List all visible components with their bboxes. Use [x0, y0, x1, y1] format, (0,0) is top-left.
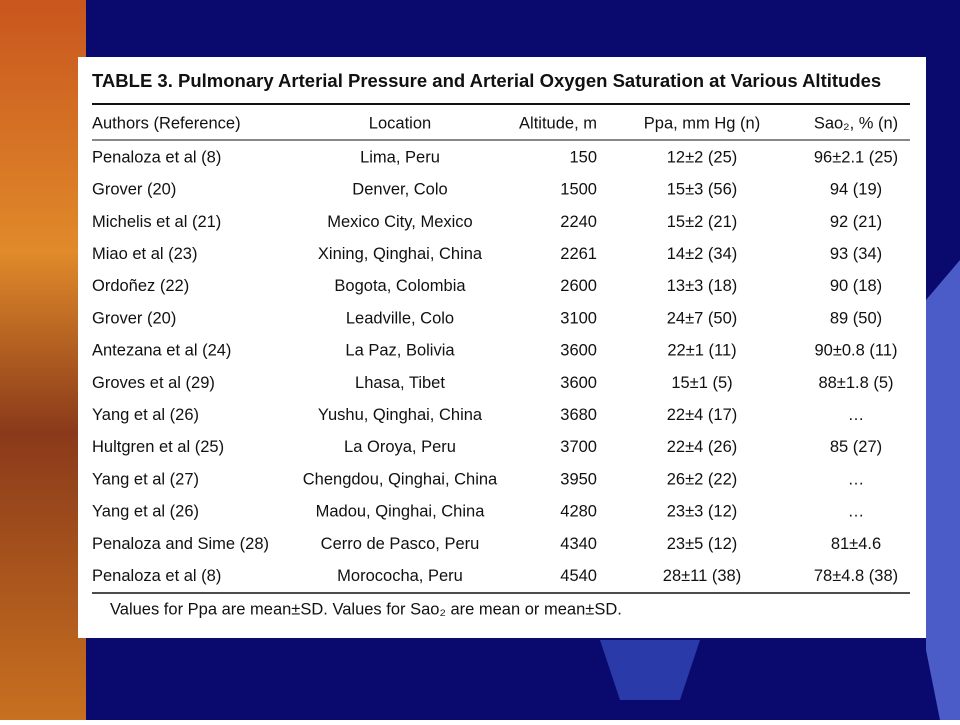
table-cell: Lima, Peru	[360, 148, 440, 166]
column-header: Authors (Reference)	[92, 114, 241, 132]
table-cell: Ordoñez (22)	[92, 277, 189, 295]
table-cell: Lhasa, Tibet	[355, 374, 445, 392]
table-cell: Grover (20)	[92, 309, 176, 327]
table-cell: Cerro de Pasco, Peru	[321, 535, 480, 553]
table-cell: 22±4 (26)	[667, 438, 738, 456]
table-cell: Yang et al (26)	[92, 503, 199, 521]
table-cell: Bogota, Colombia	[334, 277, 466, 295]
table-cell: Morococha, Peru	[337, 567, 463, 585]
table-title: TABLE 3. Pulmonary Arterial Pressure and…	[92, 70, 881, 91]
table-cell: 23±5 (12)	[667, 535, 738, 553]
table-cell: 23±3 (12)	[667, 503, 738, 521]
table-cell: 2240	[560, 213, 597, 231]
table-cell: 85 (27)	[830, 438, 882, 456]
table-cell: Denver, Colo	[352, 181, 447, 199]
footnote: Values for Ppa are mean±SD. Values for S…	[110, 600, 622, 618]
table-cell: 13±3 (18)	[667, 277, 738, 295]
table-cell: Penaloza et al (8)	[92, 148, 221, 166]
table-cell: 4280	[560, 503, 597, 521]
table-cell: La Paz, Bolivia	[345, 342, 455, 360]
table-cell: 3600	[560, 374, 597, 392]
table-cell: …	[848, 470, 865, 488]
table-cell: Yang et al (27)	[92, 470, 199, 488]
table-cell: Miao et al (23)	[92, 245, 197, 263]
table-cell: 26±2 (22)	[667, 470, 738, 488]
table-cell: Chengdou, Qinghai, China	[303, 470, 498, 488]
table-cell: 81±4.6	[831, 535, 881, 553]
table-cell: 3700	[560, 438, 597, 456]
table-cell: 89 (50)	[830, 309, 882, 327]
column-header: Location	[369, 114, 431, 132]
table-cell: Grover (20)	[92, 181, 176, 199]
table-cell: 3600	[560, 342, 597, 360]
left-decoration	[0, 0, 86, 720]
table-cell: 90±0.8 (11)	[814, 342, 897, 360]
column-header: Sao₂, % (n)	[814, 114, 898, 132]
table-cell: 22±4 (17)	[667, 406, 738, 424]
table-cell: 150	[569, 148, 597, 166]
table-cell: 90 (18)	[830, 277, 882, 295]
right-decoration	[926, 260, 960, 720]
table-cell: 96±2.1 (25)	[814, 148, 898, 166]
table-cell: La Oroya, Peru	[344, 438, 456, 456]
table-cell: …	[848, 503, 865, 521]
table-cell: …	[848, 406, 865, 424]
table-cell: 4540	[560, 567, 597, 585]
table-cell: Mexico City, Mexico	[327, 213, 472, 231]
table-cell: 4340	[560, 535, 597, 553]
table-cell: Groves et al (29)	[92, 374, 215, 392]
table-cell: 94 (19)	[830, 181, 882, 199]
table-cell: 93 (34)	[830, 245, 882, 263]
table-cell: 12±2 (25)	[667, 148, 738, 166]
column-header: Ppa, mm Hg (n)	[644, 114, 760, 132]
table-cell: 14±2 (34)	[667, 245, 738, 263]
table-cell: 28±11 (38)	[663, 567, 741, 585]
table-cell: 3950	[560, 470, 597, 488]
column-header: Altitude, m	[519, 114, 597, 132]
table-cell: Madou, Qinghai, China	[316, 503, 486, 521]
table-cell: 92 (21)	[830, 213, 882, 231]
table-cell: Xining, Qinghai, China	[318, 245, 483, 263]
table-cell: 1500	[560, 181, 597, 199]
table-cell: 3680	[560, 406, 597, 424]
table-cell: Leadville, Colo	[346, 309, 454, 327]
table-cell: 88±1.8 (5)	[818, 374, 893, 392]
bottom-decoration	[600, 640, 700, 700]
table-cell: Hultgren et al (25)	[92, 438, 224, 456]
table-cell: Yang et al (26)	[92, 406, 199, 424]
table-cell: Yushu, Qinghai, China	[318, 406, 483, 424]
table-cell: 24±7 (50)	[667, 309, 738, 327]
table-cell: Antezana et al (24)	[92, 342, 231, 360]
table-cell: 22±1 (11)	[667, 342, 736, 360]
table-cell: Penaloza et al (8)	[92, 567, 221, 585]
table-cell: Penaloza and Sime (28)	[92, 535, 269, 553]
table-cell: 3100	[560, 309, 597, 327]
table-cell: 15±1 (5)	[671, 374, 732, 392]
table-panel	[78, 57, 926, 638]
table-cell: Michelis et al (21)	[92, 213, 221, 231]
table-cell: 2261	[560, 245, 597, 263]
table-cell: 2600	[560, 277, 597, 295]
table-cell: 15±2 (21)	[667, 213, 738, 231]
table-cell: 15±3 (56)	[667, 181, 738, 199]
table-cell: 78±4.8 (38)	[814, 567, 898, 585]
